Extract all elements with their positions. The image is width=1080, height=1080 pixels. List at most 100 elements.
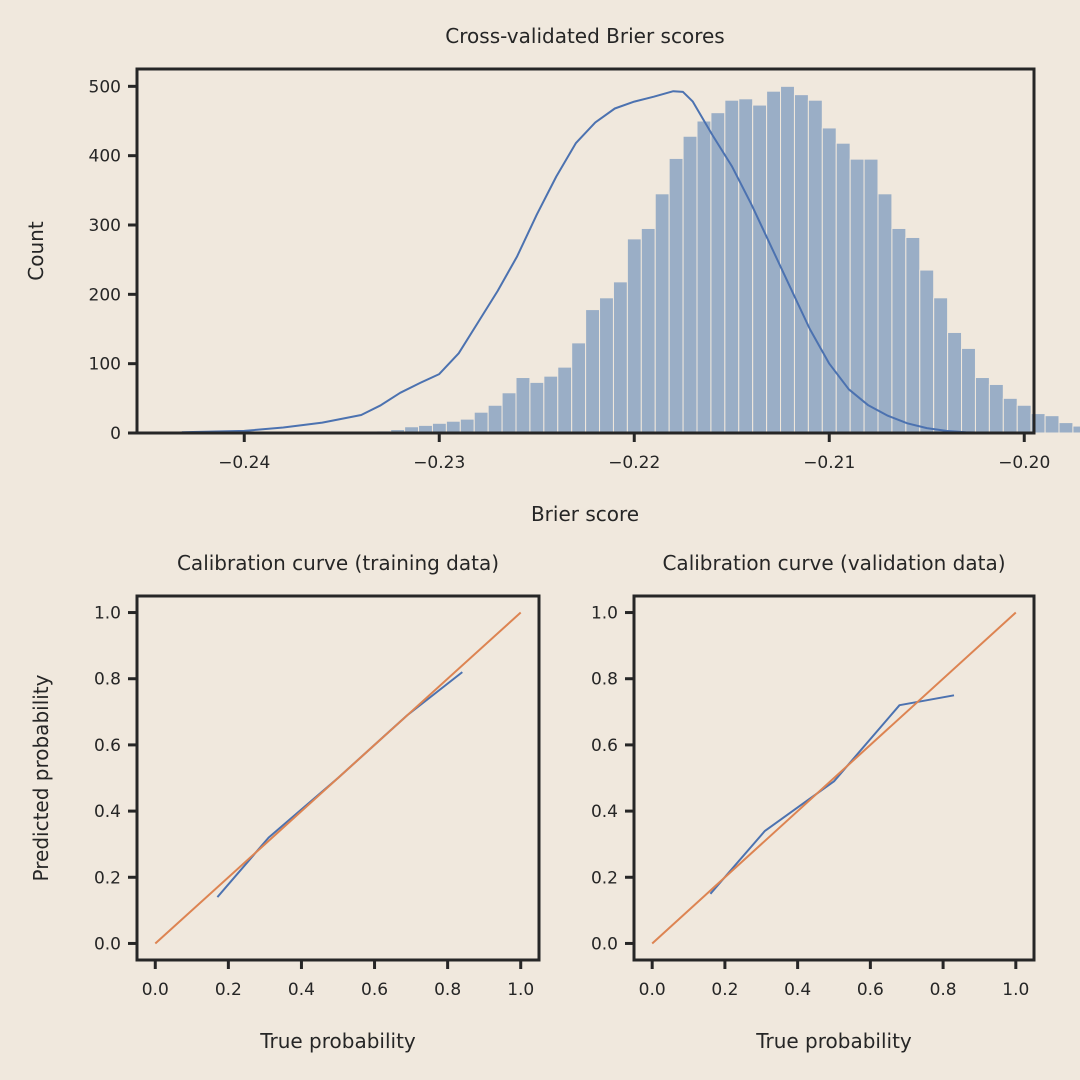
x-tick-label: −0.21 (803, 453, 855, 473)
histogram-bar (738, 98, 754, 434)
histogram-bar (710, 112, 726, 434)
calibration-validation-x-ticks: 0.0 0.2 0.4 0.6 0.8 1.0 (639, 960, 1029, 1000)
histogram-bar (1002, 397, 1018, 434)
y-tick-label: 0.4 (591, 802, 618, 822)
histogram-bar (626, 238, 642, 434)
calibration-training-x-axis-label: True probability (259, 1029, 416, 1053)
histogram-frame (135, 67, 1036, 435)
histogram-bar (668, 157, 684, 434)
histogram-bar (682, 135, 698, 434)
y-tick-label: 0.8 (591, 670, 618, 690)
y-tick-label: 1.0 (94, 604, 121, 624)
histogram-bar (599, 297, 614, 434)
x-tick-label: −0.24 (218, 453, 270, 473)
histogram-bar (724, 99, 740, 434)
histogram-bar (529, 381, 545, 434)
calibration-curve-line (216, 671, 463, 898)
calibration-training-lines (154, 611, 522, 945)
histogram-bar (877, 193, 893, 434)
perfect-calibration-line (651, 611, 1017, 945)
y-tick-label: 0.6 (94, 736, 121, 756)
y-tick-label: 0.6 (591, 736, 618, 756)
y-tick-label: 300 (89, 216, 121, 236)
histogram-x-ticks: −0.24 −0.23 −0.22 −0.21 −0.20 (218, 433, 1050, 473)
histogram-bars (334, 85, 1080, 434)
calibration-validation-x-axis-label: True probability (755, 1029, 912, 1053)
calibration-validation-title: Calibration curve (validation data) (662, 551, 1005, 575)
histogram-y-ticks: 0 100 200 300 400 500 (89, 77, 137, 444)
histogram-bar (947, 331, 963, 434)
x-tick-label: 0.4 (288, 980, 315, 1000)
histogram-bar (1044, 415, 1060, 434)
histogram-bar (612, 281, 628, 434)
calibration-curve-line (709, 694, 955, 895)
histogram-bar (863, 158, 879, 434)
y-tick-label: 200 (89, 285, 121, 305)
histogram-bar (557, 366, 573, 434)
histogram-bar (752, 104, 768, 434)
histogram-bar (988, 383, 1004, 434)
x-tick-label: 0.2 (711, 980, 738, 1000)
x-tick-label: 0.4 (784, 980, 811, 1000)
histogram-bar (696, 120, 712, 434)
histogram-bar (543, 375, 559, 434)
histogram-bar (585, 309, 601, 434)
x-tick-label: 0.2 (215, 980, 242, 1000)
x-tick-label: 1.0 (507, 980, 534, 1000)
x-tick-label: 0.0 (639, 980, 666, 1000)
x-tick-label: 0.8 (930, 980, 957, 1000)
histogram-bar (459, 418, 475, 434)
x-tick-label: −0.23 (413, 453, 465, 473)
x-tick-label: −0.22 (608, 453, 660, 473)
calibration-validation-panel: Calibration curve (validation data) 0.0 0… (591, 551, 1036, 1053)
calibration-training-x-ticks: 0.0 0.2 0.4 0.6 0.8 1.0 (142, 960, 534, 1000)
y-tick-label: 0.0 (591, 934, 618, 954)
perfect-calibration-line (154, 611, 522, 945)
calibration-training-panel: Calibration curve (training data) 0.0 0.2… (29, 551, 541, 1053)
histogram-bar (515, 377, 531, 434)
kde-curve (181, 90, 996, 434)
calibration-validation-lines (651, 611, 1017, 945)
y-tick-label: 0.2 (94, 868, 121, 888)
histogram-bar (1072, 425, 1080, 434)
y-tick-label: 0.8 (94, 670, 121, 690)
histogram-bar (473, 411, 489, 434)
calibration-training-y-ticks: 0.0 0.2 0.4 0.6 0.8 1.0 (94, 604, 137, 954)
histogram-bar (891, 227, 907, 434)
y-tick-label: 0 (110, 424, 121, 444)
histogram-y-axis-label: Count (24, 221, 48, 281)
x-tick-label: 0.6 (857, 980, 884, 1000)
calibration-training-frame (135, 594, 541, 962)
histogram-bar (1016, 404, 1032, 434)
histogram-bar (1058, 422, 1074, 434)
x-tick-label: 0.0 (142, 980, 169, 1000)
histogram-bar (571, 342, 587, 434)
calibration-training-title: Calibration curve (training data) (177, 551, 499, 575)
y-tick-label: 0.0 (94, 934, 121, 954)
histogram-bar (905, 236, 921, 434)
calibration-validation-frame (632, 594, 1036, 962)
calibration-validation-y-ticks: 0.0 0.2 0.4 0.6 0.8 1.0 (591, 604, 634, 954)
calibration-training-y-axis-label: Predicted probability (29, 674, 53, 881)
histogram-bar (919, 269, 935, 434)
kde-curve-layer (181, 90, 996, 434)
y-tick-label: 400 (89, 147, 121, 167)
histogram-bar (807, 99, 823, 434)
x-tick-label: −0.20 (998, 453, 1050, 473)
histogram-bar (961, 347, 976, 434)
histogram-bar (933, 297, 949, 434)
y-tick-label: 0.2 (591, 868, 618, 888)
histogram-title: Cross-validated Brier scores (445, 24, 724, 48)
histogram-panel: Cross-validated Brier scores −0.24 −0.23−… (24, 24, 1080, 526)
histogram-bar (487, 404, 503, 434)
histogram-bar (640, 227, 656, 434)
x-tick-label: 1.0 (1002, 980, 1029, 1000)
y-tick-label: 500 (89, 77, 121, 97)
y-tick-label: 1.0 (591, 604, 618, 624)
histogram-bar (501, 392, 517, 434)
histogram-x-axis-label: Brier score (531, 502, 639, 526)
y-tick-label: 100 (89, 355, 121, 375)
x-tick-label: 0.6 (361, 980, 388, 1000)
histogram-bar (974, 377, 990, 434)
